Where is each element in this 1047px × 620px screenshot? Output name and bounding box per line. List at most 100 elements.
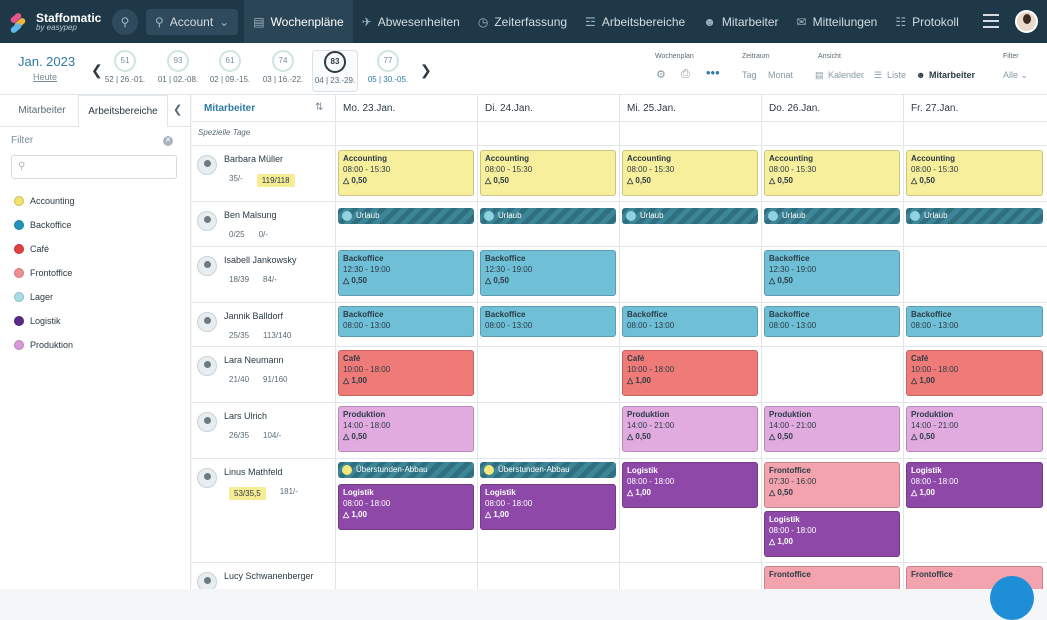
search-icon[interactable]: ⚲ — [112, 8, 138, 35]
area-frontoffice[interactable]: Frontoffice — [14, 265, 72, 281]
employee-name[interactable]: Lara Neumann — [224, 355, 284, 365]
color-dot — [14, 196, 24, 206]
shift-card[interactable]: Logistik 08:00 - 18:00 △ 1,00 — [764, 511, 900, 557]
ansicht-mitarbeiter[interactable]: Mitarbeiter — [929, 70, 976, 80]
absence-ueberstunden[interactable]: Überstunden-Abbau — [338, 462, 474, 478]
employee-name[interactable]: Jannik Balldorf — [224, 311, 284, 321]
area-backoffice[interactable]: Backoffice — [14, 217, 71, 233]
menu-icon[interactable] — [983, 14, 999, 28]
tab-arbeitsbereiche[interactable]: Arbeitsbereiche — [78, 95, 168, 127]
nav-protokoll[interactable]: ☷ Protokoll — [895, 14, 959, 29]
ansicht-kalender[interactable]: Kalender — [828, 70, 865, 80]
employee-name[interactable]: Lucy Schwanenberger — [224, 571, 314, 581]
shift-card[interactable]: Backoffice 08:00 - 13:00 — [480, 306, 616, 337]
filter-select[interactable]: Alle ⌄ — [1003, 70, 1029, 80]
week-03[interactable]: 74 03 | 16.-22. — [260, 50, 306, 92]
logo[interactable]: Staffomatic by easypep — [0, 11, 108, 34]
nav-zeiterfassung[interactable]: ◷ Zeiterfassung — [477, 14, 568, 29]
shift-card[interactable]: Accounting 08:00 - 15:30 △ 0,50 — [764, 150, 900, 196]
current-month[interactable]: Jan. 2023 — [18, 54, 76, 69]
absence-urlaub[interactable]: Urlaub — [622, 208, 758, 224]
week-05[interactable]: 77 05 | 30.-05. — [365, 50, 411, 92]
week-52[interactable]: 51 52 | 26.-01. — [102, 50, 148, 92]
shift-card[interactable]: Backoffice 08:00 - 13:00 — [622, 306, 758, 337]
shift-card[interactable]: Accounting 08:00 - 15:30 △ 0,50 — [622, 150, 758, 196]
employee-name[interactable]: Isabell Jankowsky — [224, 255, 297, 265]
week-04[interactable]: 83 04 | 23.-29. — [312, 50, 358, 92]
week-02[interactable]: 61 02 | 09.-15. — [207, 50, 253, 92]
shift-card[interactable]: Produktion 14:00 - 18:00 △ 0,50 — [338, 406, 474, 452]
sort-icon[interactable]: ⇅ — [315, 102, 324, 113]
employee-name[interactable]: Barbara Müller — [224, 154, 284, 164]
area-accounting[interactable]: Accounting — [14, 193, 75, 209]
shift-card[interactable]: Produktion 14:00 - 21:00 △ 0,50 — [622, 406, 758, 452]
area-lager[interactable]: Lager — [14, 289, 53, 305]
shift-card[interactable]: Logistik 08:00 - 18:00 △ 1,00 — [338, 484, 474, 530]
ansicht-liste[interactable]: Liste — [887, 70, 907, 80]
shift-card[interactable]: Accounting 08:00 - 15:30 △ 0,50 — [906, 150, 1043, 196]
sidebar: Mitarbeiter Arbeitsbereiche ❮ Filter ✕ ⚲… — [0, 95, 191, 589]
table-row: Lucy Schwanenberger — [192, 563, 1047, 589]
shift-card[interactable]: Frontoffice — [764, 566, 900, 589]
nav-wochenplaene[interactable]: ▤ Wochenpläne — [244, 0, 353, 43]
column-mitarbeiter[interactable]: Mitarbeiter — [204, 103, 256, 114]
shift-card[interactable]: Café 10:00 - 18:00 △ 1,00 — [622, 350, 758, 396]
shift-card[interactable]: Logistik 08:00 - 18:00 △ 1,00 — [480, 484, 616, 530]
clear-icon[interactable]: ✕ — [163, 136, 173, 146]
shift-card[interactable]: Backoffice 08:00 - 13:00 — [906, 306, 1043, 337]
table-row: Barbara Müller 35/- 119/118 — [192, 146, 1047, 202]
nav-abwesenheiten[interactable]: ✈ Abwesenheiten — [361, 14, 460, 29]
more-icon[interactable]: ••• — [706, 65, 720, 80]
shift-card[interactable]: Backoffice 12:30 - 19:00 △ 0,50 — [338, 250, 474, 296]
area-cafe[interactable]: Café — [14, 241, 49, 257]
chat-button[interactable] — [990, 576, 1034, 620]
column-day[interactable]: Fr. 27.Jan. — [903, 95, 1047, 122]
shift-card[interactable]: Accounting 08:00 - 15:30 △ 0,50 — [480, 150, 616, 196]
column-day[interactable]: Di. 24.Jan. — [477, 95, 619, 122]
shift-card[interactable]: Backoffice 08:00 - 13:00 — [764, 306, 900, 337]
column-day[interactable]: Mi. 25.Jan. — [619, 95, 761, 122]
print-icon[interactable]: ⎙ — [681, 68, 690, 80]
tab-mitarbeiter[interactable]: Mitarbeiter — [18, 105, 66, 116]
shift-card[interactable]: Produktion 14:00 - 21:00 △ 0,50 — [906, 406, 1043, 452]
shift-card[interactable]: Accounting 08:00 - 15:30 △ 0,50 — [338, 150, 474, 196]
shift-card[interactable]: Backoffice 08:00 - 13:00 — [338, 306, 474, 337]
shift-card[interactable]: Frontoffice 07:30 - 16:00 △ 0,50 — [764, 462, 900, 508]
nav-mitarbeiter[interactable]: ☻ Mitarbeiter — [703, 14, 779, 29]
logo-icon — [8, 11, 30, 34]
column-day[interactable]: Mo. 23.Jan. — [335, 95, 477, 122]
color-dot — [14, 244, 24, 254]
employee-name[interactable]: Linus Mathfeld — [224, 467, 283, 477]
shift-card[interactable]: Logistik 08:00 - 18:00 △ 1,00 — [906, 462, 1043, 508]
absence-ueberstunden[interactable]: Überstunden-Abbau — [480, 462, 616, 478]
absence-urlaub[interactable]: Urlaub — [906, 208, 1043, 224]
shift-card[interactable]: Produktion 14:00 - 21:00 △ 0,50 — [764, 406, 900, 452]
filter-input[interactable]: ⚲ — [11, 155, 177, 179]
shift-card[interactable]: Café 10:00 - 18:00 △ 1,00 — [338, 350, 474, 396]
nav-mitteilungen[interactable]: ✉ Mitteilungen — [796, 14, 878, 29]
hierarchy-icon: ☲ — [585, 14, 596, 29]
settings-icon[interactable]: ⚙ — [656, 69, 666, 81]
collapse-icon[interactable]: ❮ — [173, 104, 183, 116]
column-day[interactable]: Do. 26.Jan. — [761, 95, 903, 122]
area-logistik[interactable]: Logistik — [14, 313, 61, 329]
area-produktion[interactable]: Produktion — [14, 337, 73, 353]
shift-card[interactable]: Logistik 08:00 - 18:00 △ 1,00 — [622, 462, 758, 508]
absence-urlaub[interactable]: Urlaub — [764, 208, 900, 224]
chevron-left-icon[interactable]: ❮ — [91, 62, 103, 78]
absence-urlaub[interactable]: Urlaub — [338, 208, 474, 224]
week-01[interactable]: 93 01 | 02.-08. — [155, 50, 201, 92]
nav-account[interactable]: ⚲ Account ⌄ — [146, 8, 239, 35]
chevron-right-icon[interactable]: ❯ — [420, 62, 432, 78]
shift-card[interactable]: Backoffice 12:30 - 19:00 △ 0,50 — [480, 250, 616, 296]
shift-card[interactable]: Café 10:00 - 18:00 △ 1,00 — [906, 350, 1043, 396]
employee-name[interactable]: Lars Ulrich — [224, 411, 268, 421]
zeitraum-monat[interactable]: Monat — [768, 70, 794, 80]
nav-arbeitsbereiche[interactable]: ☲ Arbeitsbereiche — [585, 14, 686, 29]
zeitraum-tag[interactable]: Tag — [742, 70, 757, 80]
employee-name[interactable]: Ben Malsung — [224, 210, 277, 220]
user-avatar[interactable] — [1015, 10, 1038, 33]
today-link[interactable]: Heute — [33, 72, 58, 82]
shift-card[interactable]: Backoffice 12:30 - 19:00 △ 0,50 — [764, 250, 900, 296]
absence-urlaub[interactable]: Urlaub — [480, 208, 616, 224]
